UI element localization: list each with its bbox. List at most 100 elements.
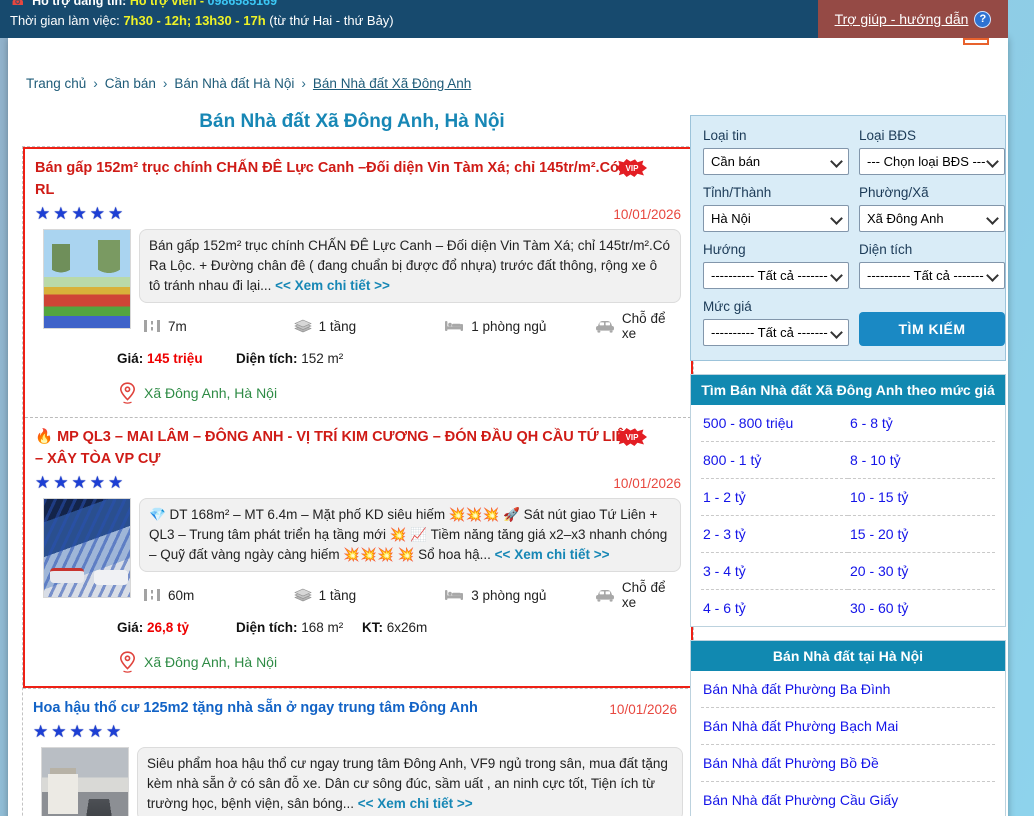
- listing-specs: 7m 1 tầng 1 phòng ngủ: [143, 311, 681, 341]
- district-link[interactable]: Bán Nhà đất Phường Ba Đình: [701, 671, 995, 708]
- question-icon[interactable]: ?: [974, 10, 992, 28]
- loai-tin-select[interactable]: Cần bán: [703, 148, 849, 175]
- road-width-value: 7m: [168, 318, 187, 334]
- listing-card: 🔥 MP QL3 – MAI LÂM – ĐÔNG ANH - VỊ TRÍ K…: [25, 417, 691, 686]
- price-range-link[interactable]: 15 - 20 tỷ: [848, 516, 995, 553]
- price-segment: Giá: 26,8 tỷ: [117, 620, 236, 635]
- floors-spec: 1 tầng: [293, 587, 445, 603]
- area-label: Diện tích:: [236, 620, 298, 635]
- field-label: Phường/Xã: [859, 185, 929, 200]
- bedrooms-spec: 1 phòng ngủ: [444, 319, 595, 334]
- phuong-xa-select[interactable]: Xã Đông Anh: [859, 205, 1005, 232]
- read-more-link[interactable]: << Xem chi tiết >>: [494, 547, 610, 562]
- working-label: Thời gian làm việc:: [10, 13, 120, 28]
- field-loai-bds: Loại BĐS --- Chọn loại BĐS ---: [859, 128, 1005, 175]
- parking-value: Chỗ để xe: [621, 311, 666, 341]
- floors-icon: [293, 588, 312, 601]
- kt-segment: KT: 6x26m: [362, 620, 427, 635]
- top-bar: ☎ Hỗ trợ đăng tin: Hỗ trợ viên - 0986585…: [0, 0, 1008, 38]
- listing-title-link[interactable]: 🔥 MP QL3 – MAI LÂM – ĐÔNG ANH - VỊ TRÍ K…: [35, 429, 636, 467]
- help-box: Trợ giúp - hướng dẫn ?: [818, 0, 1008, 38]
- price-range-link[interactable]: 20 - 30 tỷ: [848, 553, 995, 590]
- breadcrumb-hanoi[interactable]: Bán Nhà đất Hà Nội: [174, 76, 295, 91]
- location-text[interactable]: Xã Đông Anh, Hà Nội: [144, 385, 278, 401]
- read-more-link[interactable]: << Xem chi tiết >>: [275, 278, 390, 293]
- muc-gia-select[interactable]: ---------- Tất cả -------: [703, 319, 849, 346]
- sidebar: Loại tin Cần bán Loại BĐS --- Chọn loại …: [690, 38, 1010, 816]
- search-form: Loại tin Cần bán Loại BĐS --- Chọn loại …: [690, 115, 1006, 361]
- breadcrumb-separator: ›: [93, 76, 98, 91]
- road-width-spec: 60m: [143, 588, 294, 603]
- price-range-grid: 500 - 800 triệu 6 - 8 tỷ 800 - 1 tỷ 8 - …: [691, 405, 1005, 626]
- price-range-link[interactable]: 800 - 1 tỷ: [701, 442, 848, 479]
- huong-select[interactable]: ---------- Tất cả -------: [703, 262, 849, 289]
- kt-label: KT:: [362, 620, 383, 635]
- price-row: Giá: 26,8 tỷ Diện tích: 168 m² KT: 6x26m: [117, 620, 681, 635]
- bedrooms-spec: 3 phòng ngủ: [444, 588, 595, 603]
- star-rating: ★★★★★: [35, 473, 127, 492]
- help-link[interactable]: Trợ giúp - hướng dẫn: [834, 11, 969, 27]
- breadcrumb-home[interactable]: Trang chủ: [26, 76, 87, 91]
- location-pin-icon: [119, 382, 136, 404]
- listing-photo[interactable]: [41, 747, 129, 816]
- breadcrumb-separator: ›: [301, 76, 306, 91]
- listing-photo[interactable]: [43, 498, 131, 598]
- listing-content: Siêu phẩm hoa hậu thổ cư ngay trung tâm …: [137, 747, 683, 816]
- page-title: Bán Nhà đất Xã Đông Anh, Hà Nội: [199, 111, 505, 132]
- bed-icon: [445, 321, 464, 331]
- car-icon: [595, 320, 614, 333]
- price-row: Giá: 145 triệu Diện tích: 152 m²: [117, 351, 681, 366]
- working-hours-line: Thời gian làm việc: 7h30 - 12h; 13h30 - …: [10, 12, 1008, 30]
- field-label: Hướng: [703, 242, 746, 257]
- bed-icon: [445, 590, 464, 600]
- road-icon: [144, 320, 160, 332]
- area-value: 152 m²: [301, 351, 344, 366]
- listing-title-link[interactable]: Hoa hậu thổ cư 125m2 tặng nhà sẵn ở ngay…: [33, 700, 478, 716]
- support-phone[interactable]: 0986585169: [207, 0, 278, 8]
- floors-value: 1 tầng: [318, 587, 357, 603]
- listing-description: 💎 DT 168m² – MT 6.4m – Mặt phố KD siêu h…: [139, 498, 681, 572]
- breadcrumb-can-ban[interactable]: Cần bán: [104, 76, 156, 91]
- district-list: Bán Nhà đất Phường Ba Đình Bán Nhà đất P…: [691, 671, 1005, 816]
- parking-spec: Chỗ để xe: [595, 580, 681, 610]
- price-range-link[interactable]: 1 - 2 tỷ: [701, 479, 848, 516]
- road-width-spec: 7m: [143, 319, 294, 334]
- listing-title-link[interactable]: Bán gấp 152m² trục chính CHẤN ĐÊ Lực Can…: [35, 160, 619, 198]
- district-link[interactable]: Bán Nhà đất Phường Bồ Đề: [701, 745, 995, 782]
- district-link[interactable]: Bán Nhà đất Phường Cầu Giấy: [701, 782, 995, 816]
- price-range-link[interactable]: 500 - 800 triệu: [701, 405, 848, 442]
- listing-specs: 60m 1 tầng 3 phòng ngủ: [143, 580, 681, 610]
- dien-tich-select[interactable]: ---------- Tất cả -------: [859, 262, 1005, 289]
- listing-photo[interactable]: [43, 229, 131, 329]
- price-range-link[interactable]: 30 - 60 tỷ: [850, 600, 909, 616]
- price-range-link[interactable]: 2 - 3 tỷ: [701, 516, 848, 553]
- district-link[interactable]: Bán Nhà đất Phường Bạch Mai: [701, 708, 995, 745]
- working-hours: 7h30 - 12h; 13h30 - 17h: [123, 13, 266, 28]
- listings-container: Bán gấp 152m² trục chính CHẤN ĐÊ Lực Can…: [22, 146, 694, 816]
- price-range-link[interactable]: 3 - 4 tỷ: [701, 553, 848, 590]
- listing-meta-row: ★★★★★: [33, 721, 683, 743]
- field-dien-tich: Diện tích ---------- Tất cả -------: [859, 242, 1005, 289]
- tinh-thanh-select[interactable]: Hà Nội: [703, 205, 849, 232]
- price-range-link[interactable]: 6 - 8 tỷ: [848, 405, 995, 442]
- field-label: Loại BĐS: [859, 128, 917, 143]
- loai-bds-select[interactable]: --- Chọn loại BĐS ---: [859, 148, 1005, 175]
- breadcrumb-separator: ›: [162, 76, 168, 91]
- price-range-link[interactable]: 4 - 6 tỷ: [703, 600, 746, 616]
- description-text: Bán gấp 152m² trục chính CHẤN ĐÊ Lực Can…: [149, 238, 671, 293]
- area-value: 168 m²: [301, 620, 344, 635]
- vip-badge: VIP: [617, 428, 647, 446]
- location-text[interactable]: Xã Đông Anh, Hà Nội: [144, 654, 278, 670]
- field-muc-gia: Mức giá ---------- Tất cả -------: [703, 299, 849, 346]
- price-range-title: Tìm Bán Nhà đất Xã Đông Anh theo mức giá: [691, 375, 1005, 405]
- price-range-link[interactable]: 8 - 10 tỷ: [848, 442, 995, 479]
- search-button[interactable]: TÌM KIẾM: [859, 312, 1005, 346]
- parking-spec: Chỗ để xe: [595, 311, 681, 341]
- read-more-link[interactable]: << Xem chi tiết >>: [357, 796, 473, 811]
- price-range-link[interactable]: 10 - 15 tỷ: [848, 479, 995, 516]
- area-segment: Diện tích: 152 m²: [236, 351, 362, 366]
- breadcrumb-dong-anh[interactable]: Bán Nhà đất Xã Đông Anh: [312, 76, 472, 91]
- district-box: Bán Nhà đất tại Hà Nội Bán Nhà đất Phườn…: [690, 640, 1006, 816]
- breadcrumb: Trang chủ › Cần bán › Bán Nhà đất Hà Nội › Bán…: [26, 76, 690, 91]
- car-icon: [595, 589, 614, 602]
